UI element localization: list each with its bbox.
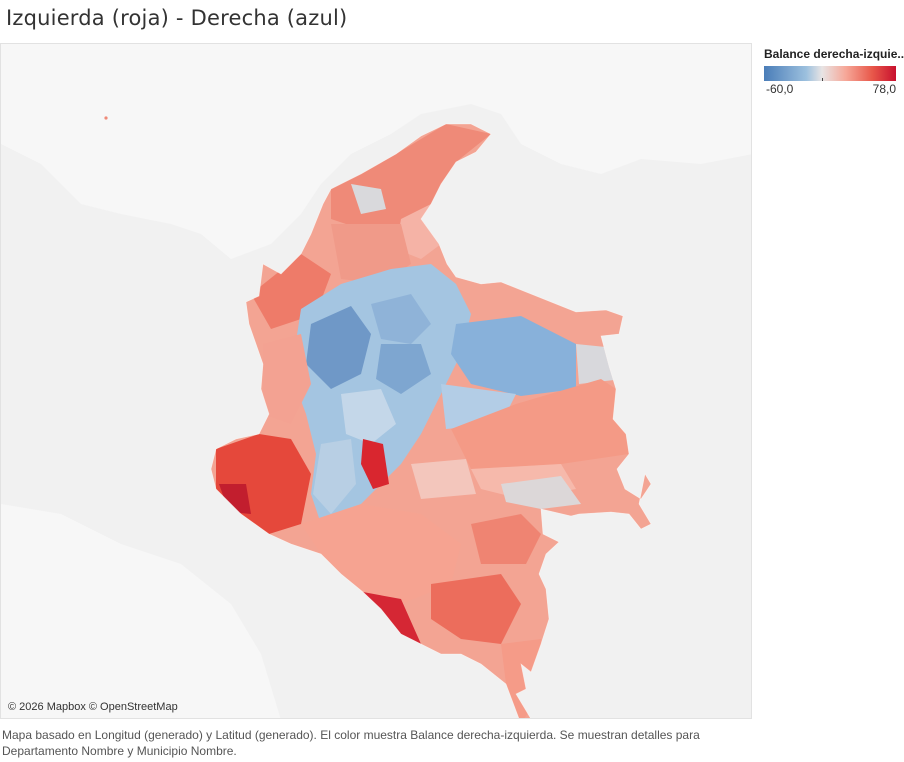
region-boyaca[interactable] (376, 344, 431, 394)
region-putumayo[interactable] (363, 592, 421, 644)
region-atlantico[interactable] (351, 184, 386, 214)
region-vichada[interactable] (451, 379, 629, 469)
country-outline (210, 123, 652, 718)
choropleth-map[interactable]: © 2026 Mapbox © OpenStreetMap (0, 43, 752, 719)
chart-title: Izquierda (roja) - Derecha (azul) (6, 6, 348, 30)
map-caption: Mapa basado en Longitud (generado) y Lat… (2, 727, 902, 759)
legend-gradient (764, 66, 896, 81)
region-antioquia-centro[interactable] (306, 306, 371, 389)
color-legend[interactable]: Balance derecha-izquie.. -60,0 78,0 (764, 47, 904, 98)
region-vaupes[interactable] (471, 514, 541, 564)
region-meta[interactable] (411, 459, 476, 499)
legend-title: Balance derecha-izquie.. (764, 47, 904, 61)
map-attribution: © 2026 Mapbox © OpenStreetMap (8, 701, 178, 713)
region-guaviare[interactable] (431, 574, 521, 644)
region-san-andres[interactable] (104, 116, 108, 120)
region-choco[interactable] (263, 334, 311, 424)
sea-area (1, 44, 751, 259)
caption-line-1: Mapa basado en Longitud (generado) y Lat… (2, 728, 700, 742)
region-valle[interactable] (313, 439, 356, 514)
region-tolima[interactable] (361, 439, 389, 489)
region-guainia[interactable] (501, 476, 581, 509)
map-canvas[interactable] (1, 44, 752, 719)
legend-min-label: -60,0 (766, 82, 794, 96)
region-cundinamarca[interactable] (341, 389, 396, 444)
legend-zero-tick (822, 78, 823, 81)
legend-max-label: 78,0 (872, 82, 896, 96)
region-santander[interactable] (371, 294, 431, 344)
region-amazonas[interactable] (501, 639, 546, 719)
region-caqueta[interactable] (301, 504, 461, 604)
region-narino[interactable] (219, 484, 251, 514)
region-arauca[interactable] (451, 316, 576, 396)
caption-line-2: Departamento Nombre y Municipio Nombre. (2, 744, 237, 758)
pacific-area (1, 504, 281, 718)
